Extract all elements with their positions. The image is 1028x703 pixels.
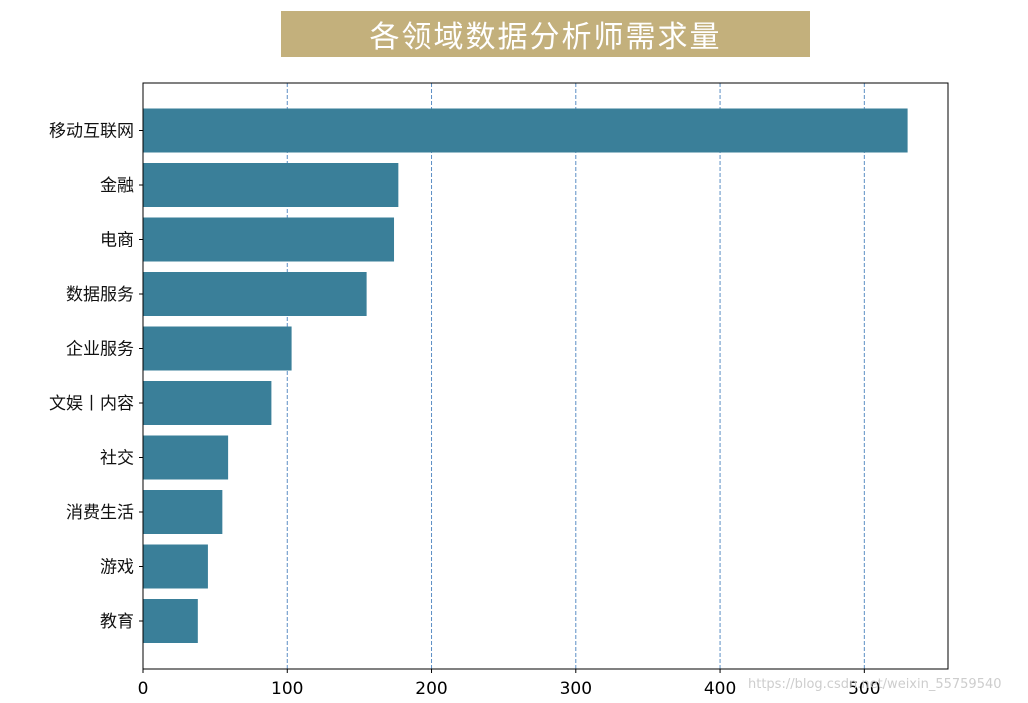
bar-0	[143, 108, 908, 153]
x-tick-label-0: 0	[138, 679, 149, 699]
y-axis-label-5: 文娱丨内容	[49, 394, 134, 414]
y-axis-label-1: 金融	[100, 176, 134, 196]
bars	[143, 108, 908, 643]
bar-7	[143, 490, 223, 534]
bar-3	[143, 272, 367, 316]
bar-9	[143, 599, 198, 643]
bar-8	[143, 544, 208, 589]
x-tick-label-400: 400	[704, 679, 736, 699]
chart-title-box: 各领域数据分析师需求量	[281, 11, 810, 57]
bar-4	[143, 326, 292, 371]
y-axis-label-3: 数据服务	[66, 285, 134, 305]
y-axis-label-7: 消费生活	[66, 503, 134, 523]
x-axis-ticks: 0 100 200 300 400 500	[138, 669, 881, 699]
y-axis-label-0: 移动互联网	[49, 122, 134, 142]
watermark: https://blog.csdn.net/weixin_55759540	[748, 677, 1002, 692]
bar-2	[143, 217, 395, 262]
bar-1	[143, 163, 399, 207]
x-tick-label-300: 300	[560, 679, 592, 699]
y-axis-label-9: 教育	[100, 612, 134, 632]
y-axis-label-8: 游戏	[100, 558, 134, 578]
x-tick-label-200: 200	[415, 679, 447, 699]
bar-6	[143, 435, 229, 480]
x-tick-label-100: 100	[271, 679, 303, 699]
x-tick-label-500: 500	[848, 679, 880, 699]
chart-title: 各领域数据分析师需求量	[369, 20, 722, 55]
y-axis-label-6: 社交	[100, 449, 134, 469]
y-axis-label-2: 电商	[100, 231, 134, 251]
y-axis-label-4: 企业服务	[66, 340, 134, 360]
plot-area-frame	[142, 82, 949, 670]
bar-5	[143, 381, 272, 425]
